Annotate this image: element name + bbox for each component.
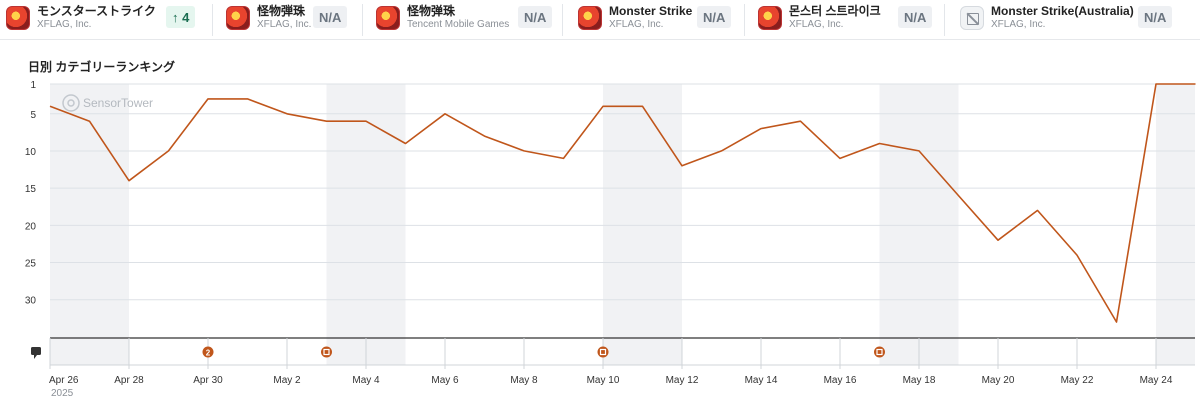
event-marker-dot: [597, 346, 609, 358]
comment-icon-tail: [34, 355, 37, 359]
app-name: モンスターストライク: [37, 4, 156, 19]
rank-na-badge: N/A: [1138, 6, 1173, 28]
image-placeholder-icon: [960, 6, 984, 30]
x-tick-label: May 18: [903, 375, 936, 386]
event-annotation-icon: [31, 347, 41, 359]
weekend-band: [1156, 84, 1195, 365]
monster-strike-icon: [6, 6, 30, 30]
weekend-band: [603, 84, 682, 365]
app-text: Monster Strike XFLAG, Inc.: [609, 4, 693, 31]
weekend-band: [879, 84, 959, 365]
section-title: 日別 カテゴリーランキング: [28, 60, 175, 74]
watermark-text: SensorTower: [83, 96, 153, 110]
app-publisher: XFLAG, Inc.: [257, 19, 312, 31]
app-text: 몬스터 스트라이크 XFLAG, Inc.: [789, 4, 881, 31]
event-marker[interactable]: 2: [202, 346, 214, 358]
app-text: Monster Strike(Australia) XFLAG, Inc.: [991, 4, 1134, 31]
app-tab-4[interactable]: Monster Strike XFLAG, Inc.: [578, 3, 692, 33]
app-tab-2[interactable]: 怪物弾珠 XFLAG, Inc.: [226, 3, 311, 33]
app-name: 몬스터 스트라이크: [789, 4, 881, 19]
weekend-band: [326, 84, 406, 365]
event-marker-count: 2: [206, 349, 211, 358]
event-marker-glyph: [599, 348, 607, 356]
x-tick-label: May 12: [666, 375, 699, 386]
ranking-series-line: [49, 83, 1196, 323]
app-text: 怪物弹珠 Tencent Mobile Games: [407, 4, 510, 31]
app-text: モンスターストライク XFLAG, Inc.: [37, 4, 156, 31]
rank-na-badge: N/A: [313, 6, 348, 28]
x-tick-label: May 22: [1061, 375, 1094, 386]
x-tick-label: May 10: [587, 375, 620, 386]
event-marker-dot: [202, 346, 214, 358]
app-comparison-bar: モンスターストライク XFLAG, Inc. ↑ 4 怪物弾珠 XFLAG, Inc. N…: [0, 0, 1200, 40]
rank-change-badge: ↑ 4: [166, 6, 196, 28]
app-divider: [212, 4, 213, 36]
y-tick-label: 1: [30, 80, 36, 91]
y-tick-label: 25: [25, 259, 37, 270]
app-publisher: XFLAG, Inc.: [991, 19, 1046, 31]
event-marker-dot: [874, 346, 885, 358]
app-text: 怪物弾珠 XFLAG, Inc.: [257, 4, 312, 31]
weekend-band: [50, 84, 129, 365]
event-marker[interactable]: [597, 346, 609, 358]
monster-strike-icon: [376, 6, 400, 30]
event-marker-glyph: [876, 348, 883, 356]
event-marker[interactable]: [321, 346, 332, 358]
x-tick-label: May 4: [352, 375, 380, 386]
sensortower-logo-inner: [67, 99, 75, 107]
x-tick-label: May 8: [510, 375, 538, 386]
rank-na-badge: N/A: [697, 6, 732, 28]
comment-icon-body: [31, 347, 41, 355]
app-publisher: Tencent Mobile Games: [407, 19, 510, 31]
app-tab-6[interactable]: Monster Strike(Australia) XFLAG, Inc.: [960, 3, 1134, 33]
x-tick-label: Apr 28: [114, 375, 144, 386]
sensortower-logo-icon: [62, 94, 80, 112]
monster-strike-icon: [226, 6, 250, 30]
app-divider: [744, 4, 745, 36]
x-tick-label: May 2: [273, 375, 301, 386]
x-tick-label: May 14: [745, 375, 778, 386]
y-tick-label: 5: [30, 110, 36, 121]
app-publisher: XFLAG, Inc.: [789, 19, 844, 31]
app-tab-3[interactable]: 怪物弹珠 Tencent Mobile Games: [376, 3, 509, 33]
app-name: 怪物弾珠: [257, 4, 306, 19]
rank-na-badge: N/A: [898, 6, 933, 28]
app-tab-5[interactable]: 몬스터 스트라이크 XFLAG, Inc.: [758, 3, 881, 33]
x-tick-label: May 24: [1140, 375, 1173, 386]
y-tick-label: 30: [25, 296, 37, 307]
x-tick-label: Apr 26: [49, 375, 79, 386]
y-tick-label: 20: [25, 221, 37, 232]
sensortower-watermark: SensorTower: [62, 94, 153, 112]
app-divider: [562, 4, 563, 36]
x-tick-label: Apr 30: [193, 375, 223, 386]
y-tick-label: 10: [25, 147, 37, 158]
monster-strike-icon: [758, 6, 782, 30]
app-publisher: XFLAG, Inc.: [37, 19, 92, 31]
event-marker[interactable]: [874, 346, 885, 358]
app-name: 怪物弹珠: [407, 4, 456, 19]
x-year-label: 2025: [51, 388, 74, 399]
y-tick-label: 15: [25, 184, 37, 195]
app-name: Monster Strike(Australia): [991, 4, 1134, 19]
app-divider: [362, 4, 363, 36]
app-divider: [944, 4, 945, 36]
event-marker-dot: [321, 346, 332, 358]
app-tab-1[interactable]: モンスターストライク XFLAG, Inc.: [6, 3, 156, 33]
x-tick-label: May 6: [431, 375, 459, 386]
rank-na-badge: N/A: [518, 6, 553, 28]
app-publisher: XFLAG, Inc.: [609, 19, 664, 31]
x-tick-label: May 20: [982, 375, 1015, 386]
event-marker-glyph: [323, 348, 330, 356]
app-name: Monster Strike: [609, 4, 693, 19]
monster-strike-icon: [578, 6, 602, 30]
x-tick-label: May 16: [824, 375, 857, 386]
